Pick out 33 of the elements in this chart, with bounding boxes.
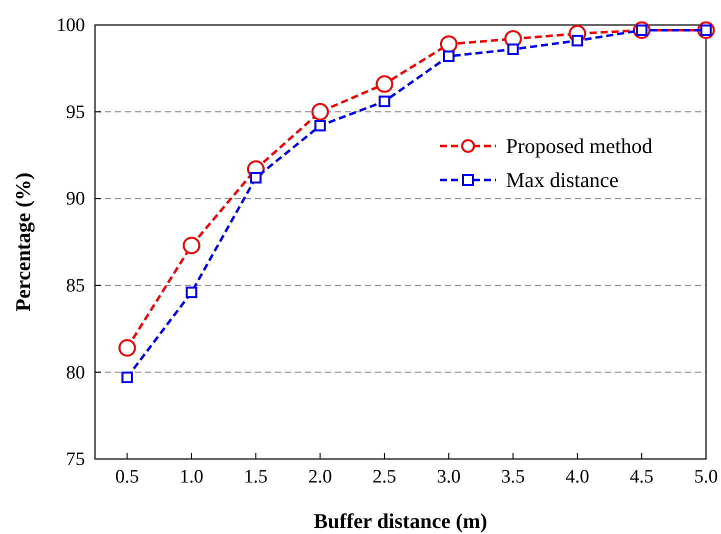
legend-label: Proposed method xyxy=(506,134,653,158)
point xyxy=(311,103,329,121)
point xyxy=(376,75,394,93)
point xyxy=(250,172,262,184)
point xyxy=(121,372,133,384)
point xyxy=(440,35,458,53)
x-tick-label: 5.0 xyxy=(694,466,718,488)
y-tick-label: 75 xyxy=(66,449,85,470)
x-tick-label: 1.0 xyxy=(180,466,204,488)
y-tick-label: 95 xyxy=(66,102,85,123)
y-tick-label: 80 xyxy=(66,362,85,384)
y-axis-title: Percentage (%) xyxy=(11,172,35,312)
point xyxy=(572,34,584,46)
y-tick-label: 100 xyxy=(56,15,85,36)
point xyxy=(314,120,326,132)
point xyxy=(118,339,136,357)
x-tick-label: 4.5 xyxy=(630,466,654,488)
legend-label: Max distance xyxy=(506,168,619,192)
point xyxy=(182,236,200,254)
x-axis-title: Buffer distance (m) xyxy=(314,509,488,533)
x-tick-label: 2.5 xyxy=(372,466,396,488)
point xyxy=(378,96,390,108)
x-tick-label: 4.0 xyxy=(565,466,590,488)
y-tick-label: 85 xyxy=(66,275,85,296)
point xyxy=(442,50,454,62)
x-tick-label: 3.0 xyxy=(436,466,461,488)
point xyxy=(186,286,198,298)
y-tick-label: 90 xyxy=(66,188,85,210)
x-tick-label: 0.5 xyxy=(115,466,140,488)
x-tick-label: 3.5 xyxy=(501,466,525,488)
point xyxy=(507,44,519,56)
x-tick-label: 2.0 xyxy=(308,466,332,488)
x-tick-label: 1.5 xyxy=(244,466,268,488)
